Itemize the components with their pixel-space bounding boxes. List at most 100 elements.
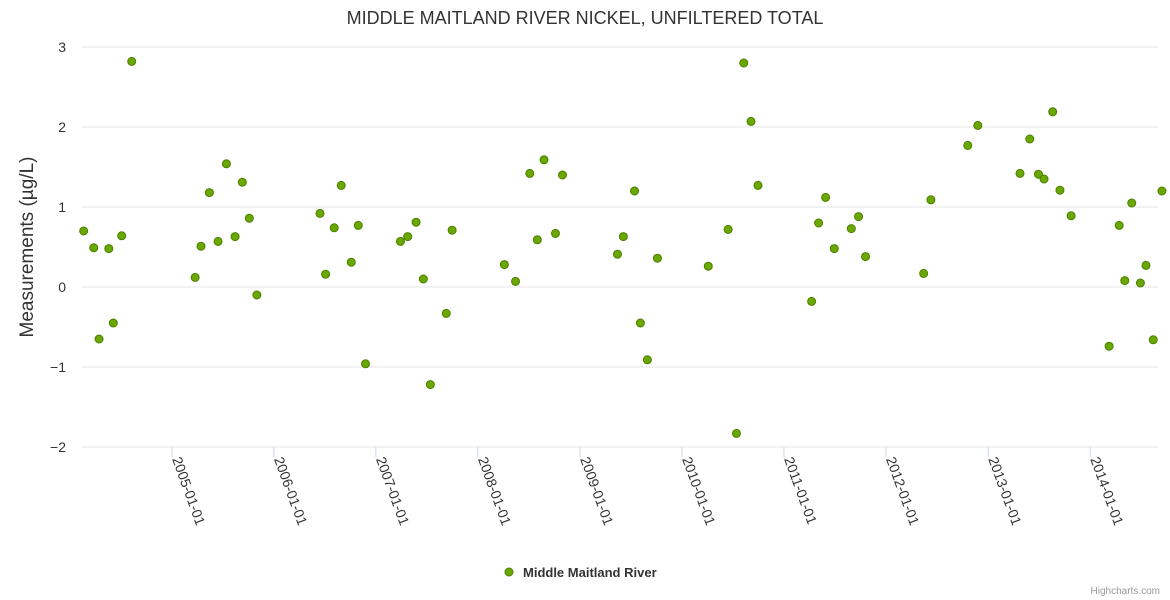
legend-marker[interactable] xyxy=(504,567,514,577)
x-tick-label: 2014-01-01 xyxy=(1087,455,1127,528)
data-point[interactable] xyxy=(652,253,662,263)
data-point[interactable] xyxy=(221,159,231,169)
data-point[interactable] xyxy=(499,260,509,270)
x-tick-label: 2009-01-01 xyxy=(577,455,617,528)
data-point[interactable] xyxy=(1157,186,1167,196)
data-point[interactable] xyxy=(525,168,535,178)
y-tick-label: 1 xyxy=(58,199,66,215)
data-point[interactable] xyxy=(104,244,114,254)
data-point[interactable] xyxy=(425,380,435,390)
data-point[interactable] xyxy=(237,177,247,187)
data-point[interactable] xyxy=(196,241,206,251)
data-point[interactable] xyxy=(1055,185,1065,195)
data-point[interactable] xyxy=(1127,198,1137,208)
data-point[interactable] xyxy=(94,334,104,344)
y-tick-label: 3 xyxy=(58,39,66,55)
data-point[interactable] xyxy=(329,223,339,233)
data-point[interactable] xyxy=(1066,211,1076,221)
legend[interactable]: Middle Maitland River xyxy=(504,565,657,580)
data-point[interactable] xyxy=(411,217,421,227)
chart-title: MIDDLE MAITLAND RIVER NICKEL, UNFILTERED… xyxy=(347,8,824,28)
data-point[interactable] xyxy=(1015,168,1025,178)
data-point[interactable] xyxy=(746,116,756,126)
data-point[interactable] xyxy=(353,220,363,230)
data-point[interactable] xyxy=(1039,174,1049,184)
data-point[interactable] xyxy=(89,243,99,253)
data-point[interactable] xyxy=(550,228,560,238)
data-point[interactable] xyxy=(511,276,521,286)
data-point[interactable] xyxy=(630,186,640,196)
x-tick-label: 2007-01-01 xyxy=(373,455,413,528)
data-point[interactable] xyxy=(204,188,214,198)
credits-link[interactable]: Highcharts.com xyxy=(1091,586,1160,597)
data-point[interactable] xyxy=(854,212,864,222)
data-point[interactable] xyxy=(723,224,733,234)
grid-lines xyxy=(82,46,1158,448)
data-point[interactable] xyxy=(926,195,936,205)
data-point[interactable] xyxy=(1048,107,1058,117)
data-point[interactable] xyxy=(108,318,118,328)
series-middle-maitland-river[interactable] xyxy=(79,56,1167,438)
data-point[interactable] xyxy=(1114,220,1124,230)
data-point[interactable] xyxy=(963,140,973,150)
data-point[interactable] xyxy=(441,308,451,318)
data-point[interactable] xyxy=(753,180,763,190)
data-point[interactable] xyxy=(846,224,856,234)
data-point[interactable] xyxy=(403,232,413,242)
data-point[interactable] xyxy=(829,244,839,254)
data-point[interactable] xyxy=(79,226,89,236)
x-tick-label: 2011-01-01 xyxy=(781,455,820,527)
data-point[interactable] xyxy=(807,296,817,306)
data-point[interactable] xyxy=(703,261,713,271)
data-point[interactable] xyxy=(361,359,371,369)
data-point[interactable] xyxy=(731,428,741,438)
x-tick-label: 2008-01-01 xyxy=(475,455,515,528)
data-point[interactable] xyxy=(642,355,652,365)
data-point[interactable] xyxy=(1148,335,1158,345)
data-point[interactable] xyxy=(635,318,645,328)
data-point[interactable] xyxy=(418,274,428,284)
data-point[interactable] xyxy=(973,120,983,130)
data-point[interactable] xyxy=(346,257,356,267)
data-point[interactable] xyxy=(1025,134,1035,144)
x-tick-label: 2013-01-01 xyxy=(985,455,1025,528)
y-tick-label: −2 xyxy=(50,439,66,455)
data-point[interactable] xyxy=(395,236,405,246)
data-point[interactable] xyxy=(1033,169,1043,179)
data-point[interactable] xyxy=(618,232,628,242)
y-axis-label: Measurements (µg/L) xyxy=(17,157,38,338)
data-point[interactable] xyxy=(230,232,240,242)
data-point[interactable] xyxy=(821,192,831,202)
data-point[interactable] xyxy=(861,252,871,262)
data-point[interactable] xyxy=(447,225,457,235)
data-point[interactable] xyxy=(814,218,824,228)
data-point[interactable] xyxy=(190,272,200,282)
data-point[interactable] xyxy=(1120,276,1130,286)
data-point[interactable] xyxy=(1141,260,1151,270)
y-tick-label: 0 xyxy=(58,279,66,295)
x-tick-label: 2010-01-01 xyxy=(679,455,719,528)
data-point[interactable] xyxy=(919,268,929,278)
data-point[interactable] xyxy=(1135,278,1145,288)
data-point[interactable] xyxy=(739,58,749,68)
data-point[interactable] xyxy=(612,249,622,259)
data-point[interactable] xyxy=(557,170,567,180)
data-point[interactable] xyxy=(532,235,542,245)
data-point[interactable] xyxy=(213,236,223,246)
y-tick-label: 2 xyxy=(58,119,66,135)
data-point[interactable] xyxy=(117,231,127,241)
y-axis-ticks: −2 −1 0 1 2 3 xyxy=(50,39,66,455)
data-point[interactable] xyxy=(244,213,254,223)
x-axis-ticks: 2005-01-01 2006-01-01 2007-01-01 2008-01-01… xyxy=(169,447,1127,528)
data-point[interactable] xyxy=(315,208,325,218)
x-tick-label: 2012-01-01 xyxy=(883,455,923,528)
data-point[interactable] xyxy=(127,56,137,66)
data-point[interactable] xyxy=(252,290,262,300)
data-point[interactable] xyxy=(1104,341,1114,351)
data-point[interactable] xyxy=(336,180,346,190)
legend-label[interactable]: Middle Maitland River xyxy=(523,565,657,580)
data-point[interactable] xyxy=(321,269,331,279)
data-point[interactable] xyxy=(539,155,549,165)
